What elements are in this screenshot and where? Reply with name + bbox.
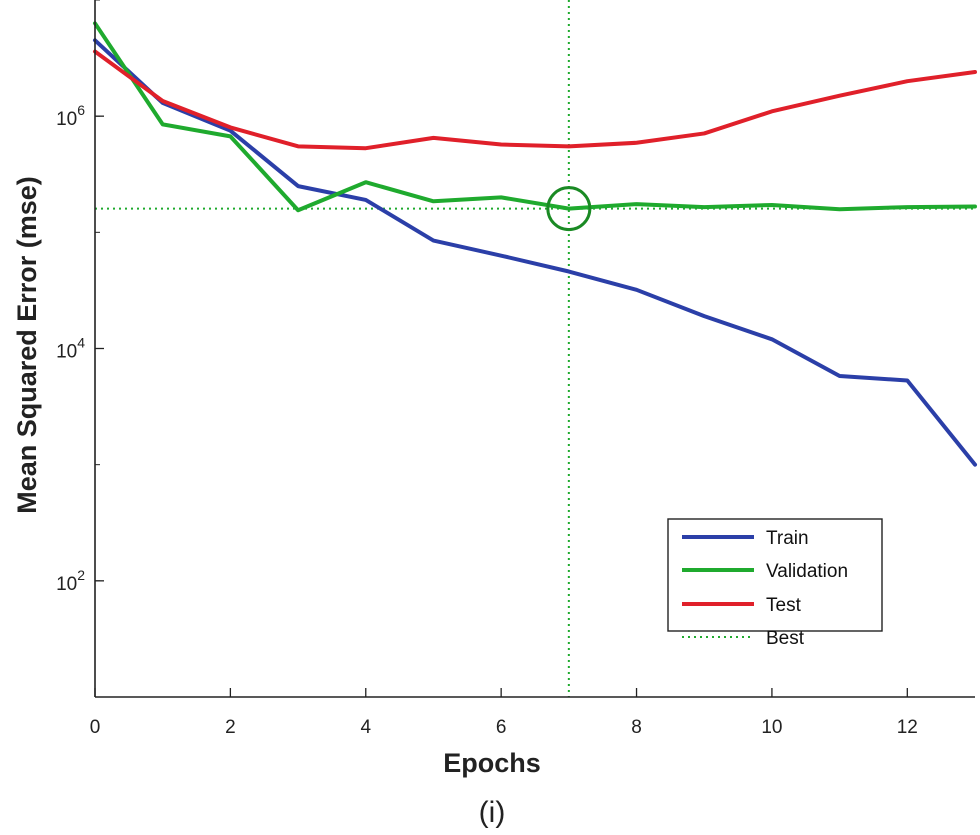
x-tick-label: 2 [225, 717, 236, 738]
y-tick-label: 102 [56, 567, 85, 595]
x-tick-label: 4 [360, 717, 371, 738]
best-marker-circle [546, 186, 592, 232]
y-tick-label: 104 [56, 335, 85, 363]
x-tick-label: 12 [897, 717, 918, 738]
legend-label-train: Train [766, 528, 809, 549]
y-tick-label: 106 [56, 102, 85, 130]
legend: Train Validation Test Best [667, 518, 883, 649]
series-layer [93, 0, 977, 697]
series-line-test [93, 49, 977, 151]
figure-caption: (i) [479, 796, 506, 829]
legend-label-best: Best [766, 628, 805, 649]
x-tick-label: 0 [90, 717, 101, 738]
x-tick-label: 10 [761, 717, 782, 738]
ticks: 0 2 4 6 8 10 12 102 104 106 [56, 0, 918, 738]
legend-label-validation: Validation [766, 561, 848, 582]
legend-label-test: Test [766, 595, 802, 616]
x-axis-label: Epochs [443, 748, 541, 778]
series-line-validation [93, 21, 977, 213]
series-line-train [93, 38, 977, 467]
x-tick-label: 6 [496, 717, 507, 738]
x-tick-label: 8 [631, 717, 642, 738]
y-axis-label: Mean Squared Error (mse) [12, 176, 42, 514]
